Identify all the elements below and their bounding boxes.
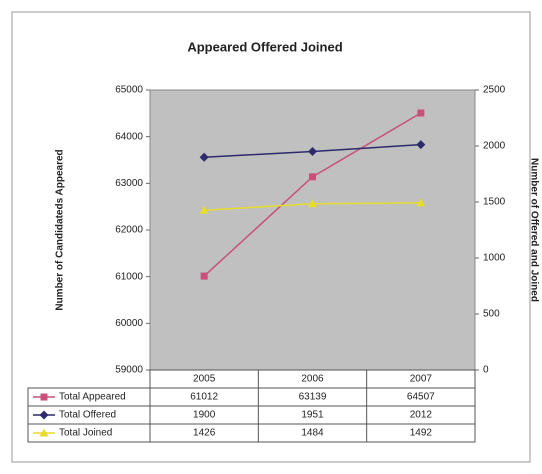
chart-title: Appeared Offered Joined — [187, 39, 342, 54]
table-value: 2012 — [410, 410, 433, 421]
data-point — [416, 140, 426, 150]
table-border — [27, 387, 476, 443]
plot-area — [149, 89, 476, 371]
y2-tick-label: 500 — [483, 309, 500, 320]
data-point — [199, 152, 209, 162]
data-point — [416, 198, 426, 207]
data-point — [309, 173, 316, 181]
x-tick-label: 2007 — [410, 374, 433, 385]
legend-marker — [39, 428, 49, 437]
y-tick-label: 64000 — [115, 131, 143, 142]
data-point — [417, 109, 425, 117]
y2-axis-label: Number of Offered and Joined — [528, 158, 539, 302]
y-axis-label: Number of Candidateds Appeared — [55, 149, 66, 310]
data-point — [199, 205, 209, 214]
y-tick-label: 62000 — [115, 225, 143, 236]
y2-tick-label: 0 — [483, 365, 489, 376]
table-value: 1951 — [301, 410, 324, 421]
y-tick-label: 59000 — [115, 365, 143, 376]
y2-tick-label: 2500 — [483, 85, 506, 96]
y-tick-label: 63000 — [115, 178, 143, 189]
y-tick-label: 61000 — [115, 271, 143, 282]
table-value: 64507 — [407, 392, 435, 403]
y-tick-label: 65000 — [115, 85, 143, 96]
data-point — [200, 272, 208, 280]
legend-marker — [39, 410, 49, 420]
y2-tick-label: 1000 — [483, 253, 506, 264]
y-tick-label: 60000 — [115, 318, 143, 329]
table-value: 1492 — [410, 428, 433, 439]
table-value: 1426 — [193, 428, 216, 439]
legend-label: Total Appeared — [59, 392, 126, 403]
x-tick-label: 2006 — [301, 374, 324, 385]
y2-tick-label: 2000 — [483, 141, 506, 152]
table-value: 63139 — [299, 392, 327, 403]
x-tick-label: 2005 — [193, 374, 216, 385]
data-point — [308, 199, 317, 208]
legend-label: Total Offered — [59, 410, 116, 421]
legend-marker — [40, 393, 48, 401]
table-value: 61012 — [190, 392, 218, 403]
data-point — [308, 146, 317, 156]
legend-label: Total Joined — [59, 428, 112, 439]
table-value: 1484 — [301, 428, 324, 439]
table-value: 1900 — [193, 410, 216, 421]
y2-tick-label: 1500 — [483, 197, 506, 208]
